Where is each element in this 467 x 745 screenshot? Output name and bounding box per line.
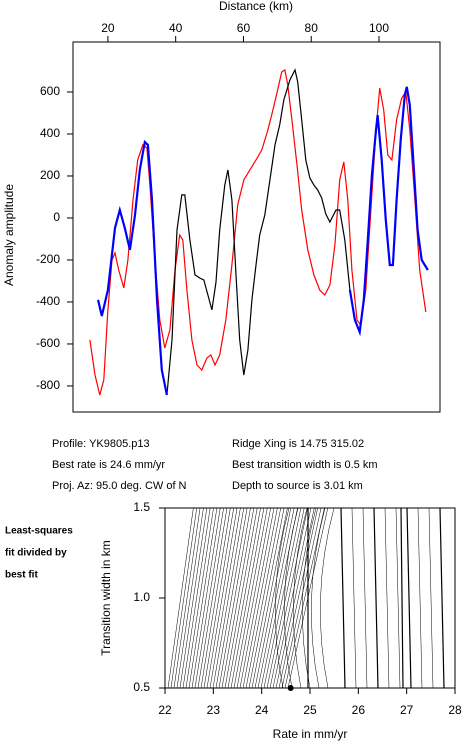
side-label: fit divided by [5, 548, 67, 559]
contour-line [248, 508, 285, 688]
contour-line [362, 508, 368, 688]
info-text: Proj. Az: 95.0 deg. CW of N [52, 480, 187, 492]
info-text: Ridge Xing is 14.75 315.02 [232, 438, 364, 450]
contour-line [293, 508, 308, 688]
contour-line [167, 508, 194, 688]
info-text: Best rate is 24.6 mm/yr [52, 459, 165, 471]
contour-line [311, 508, 326, 688]
contour-line [284, 508, 299, 688]
contour-line [227, 508, 261, 688]
y-tick-label: -600 [36, 336, 60, 350]
x-tick-label: 26 [352, 703, 366, 717]
contour-line [224, 508, 258, 688]
contour-line [197, 508, 228, 688]
x-axis-title: Distance (km) [219, 0, 293, 13]
contour-line [233, 508, 268, 688]
contour-line [439, 508, 445, 688]
contour-line [215, 508, 248, 688]
contour-line [263, 508, 302, 688]
contour-line [340, 508, 346, 688]
contour-line [230, 508, 265, 688]
x-tick-label: 40 [169, 21, 183, 35]
x-tick-label: 80 [305, 21, 319, 35]
contour-line [275, 508, 290, 688]
contour-line [428, 508, 434, 688]
contour-line [269, 508, 308, 688]
contour-line [194, 508, 224, 688]
contour-line [191, 508, 221, 688]
info-text: Profile: YK9805.p13 [52, 438, 150, 450]
series-line [97, 86, 429, 396]
y-axis-title: Anomaly amplitude [2, 184, 16, 286]
contour-line [218, 508, 251, 688]
contour-line [170, 508, 197, 688]
contour-line [179, 508, 208, 688]
x-tick-label: 20 [101, 21, 115, 35]
contour-line [281, 508, 322, 688]
contour-line [254, 508, 292, 688]
contour-line [173, 508, 201, 688]
contour-lines [167, 508, 445, 688]
contour-line [185, 508, 214, 688]
info-text: Depth to source is 3.01 km [232, 480, 363, 492]
series-line [89, 68, 427, 396]
contour-line [206, 508, 238, 688]
y-tick-label: 0.5 [133, 680, 150, 694]
contour-line [251, 508, 288, 688]
contour-line [302, 508, 317, 688]
y-tick-label: 0 [53, 210, 60, 224]
x-tick-label: 23 [207, 703, 221, 717]
contour-line [272, 508, 312, 688]
side-label: best fit [5, 570, 38, 581]
contour-line [395, 508, 401, 688]
contour-line [209, 508, 241, 688]
y-tick-label: -400 [36, 294, 60, 308]
contour-line [245, 508, 281, 688]
x-tick-label: 22 [158, 703, 172, 717]
x-tick-label: 25 [303, 703, 317, 717]
contour-line [200, 508, 231, 688]
contour-line [384, 508, 390, 688]
info-text: Best transition width is 0.5 km [232, 459, 378, 471]
contour-line [239, 508, 275, 688]
contour-line [242, 508, 278, 688]
best-fit-point [287, 685, 294, 691]
contour-line [176, 508, 204, 688]
x-tick-label: 60 [237, 21, 251, 35]
contour-line [417, 508, 423, 688]
contour-line [188, 508, 218, 688]
contour-line [373, 508, 379, 688]
x-tick-label: 27 [400, 703, 414, 717]
contour-line [400, 508, 404, 688]
y-tick-label: 1.5 [133, 500, 150, 514]
contour-line [236, 508, 271, 688]
y-tick-label: 600 [40, 84, 60, 98]
x-axis-title: Rate in mm/yr [273, 727, 348, 741]
contour-line [278, 508, 318, 688]
x-tick-label: 28 [448, 703, 462, 717]
side-label: Least-squares [5, 526, 73, 537]
contour-line [320, 508, 335, 688]
y-tick-label: -200 [36, 252, 60, 266]
contour-line [351, 508, 357, 688]
contour-line [221, 508, 255, 688]
contour-line [284, 508, 325, 688]
contour-line [203, 508, 234, 688]
contour-line [406, 508, 412, 688]
contour-line [182, 508, 211, 688]
top-frame [72, 41, 441, 413]
y-tick-label: 200 [40, 168, 60, 182]
y-tick-label: 400 [40, 126, 60, 140]
y-axis-title: Transition width in km [99, 540, 113, 656]
contour-line [257, 508, 295, 688]
contour-line [212, 508, 245, 688]
contour-line [266, 508, 305, 688]
y-tick-label: 1.0 [133, 590, 150, 604]
x-tick-label: 24 [255, 703, 269, 717]
contour-line [260, 508, 298, 688]
y-tick-label: -800 [36, 378, 60, 392]
x-tick-label: 100 [369, 21, 389, 35]
